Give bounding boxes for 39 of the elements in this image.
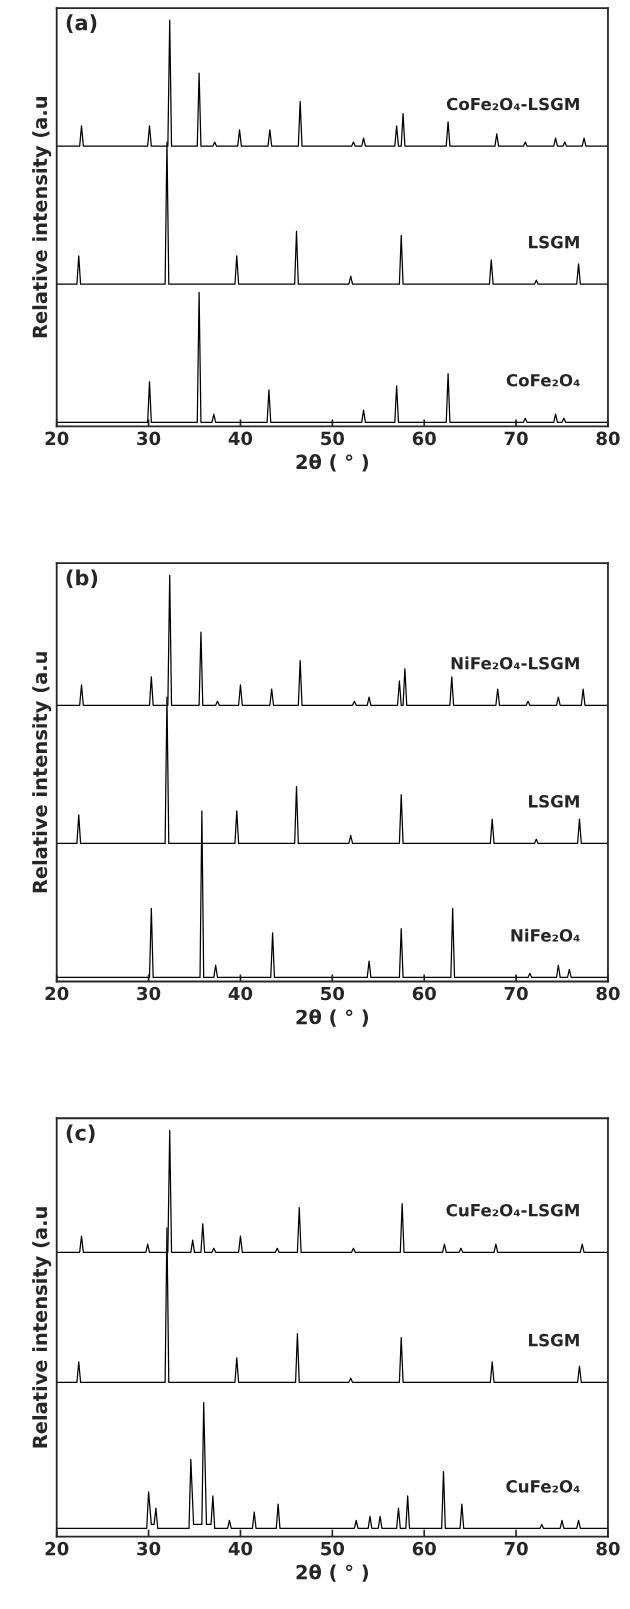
x-tick-label: 30	[137, 986, 161, 1001]
x-tick-label: 40	[228, 1541, 253, 1556]
x-tick-label: 70	[504, 986, 528, 1001]
x-tick-label: 20	[45, 986, 69, 1001]
x-tick-label: 30	[137, 1541, 161, 1556]
x-tick-label: 80	[596, 1541, 620, 1556]
chart-title: (b)	[66, 569, 98, 588]
x-tick-label: 40	[228, 431, 253, 446]
x-tick-label: 20	[45, 1541, 69, 1556]
x-tick-label: 50	[321, 431, 345, 446]
chart-title: (c)	[66, 1124, 95, 1144]
series-label: CoFe₂O₄-LSGM	[446, 97, 579, 111]
x-tick-label: 40	[228, 986, 253, 1001]
y-axis-title: Relative intensity (a.u	[32, 1207, 52, 1448]
series-label: NiFe₂O₄	[511, 928, 580, 942]
series-label: LSGM	[529, 1333, 579, 1347]
x-tick-label: 80	[596, 986, 620, 1001]
x-tick-label: 50	[321, 986, 345, 1001]
y-axis-title: Relative intensity (a.u	[32, 652, 52, 893]
x-tick-label: 80	[596, 431, 620, 446]
series-label: NiFe₂O₄-LSGM	[451, 656, 579, 670]
x-tick-label: 70	[504, 431, 528, 446]
y-axis-title: Relative intensity (a.u	[32, 97, 52, 338]
x-tick-label: 30	[137, 431, 161, 446]
x-tick-label: 60	[412, 431, 436, 446]
series-label: CuFe₂O₄	[506, 1480, 580, 1493]
x-tick-label: 70	[504, 1541, 528, 1556]
series-label: LSGM	[529, 795, 579, 808]
text: CoFe₂O₄	[506, 373, 580, 387]
x-axis-title: 2θ ( ° )	[296, 454, 368, 472]
x-axis-title: 2θ ( ° )	[296, 1564, 368, 1582]
chart-title: (a)	[66, 14, 97, 33]
x-axis-title: 2θ ( ° )	[296, 1009, 368, 1027]
x-tick-label: 20	[45, 431, 69, 446]
series-label: LSGM	[529, 235, 579, 249]
x-tick-label: 50	[321, 1541, 345, 1556]
series-label: CuFe₂O₄-LSGM	[446, 1203, 579, 1217]
x-tick-label: 60	[412, 986, 436, 1001]
x-tick-label: 60	[412, 1541, 436, 1556]
